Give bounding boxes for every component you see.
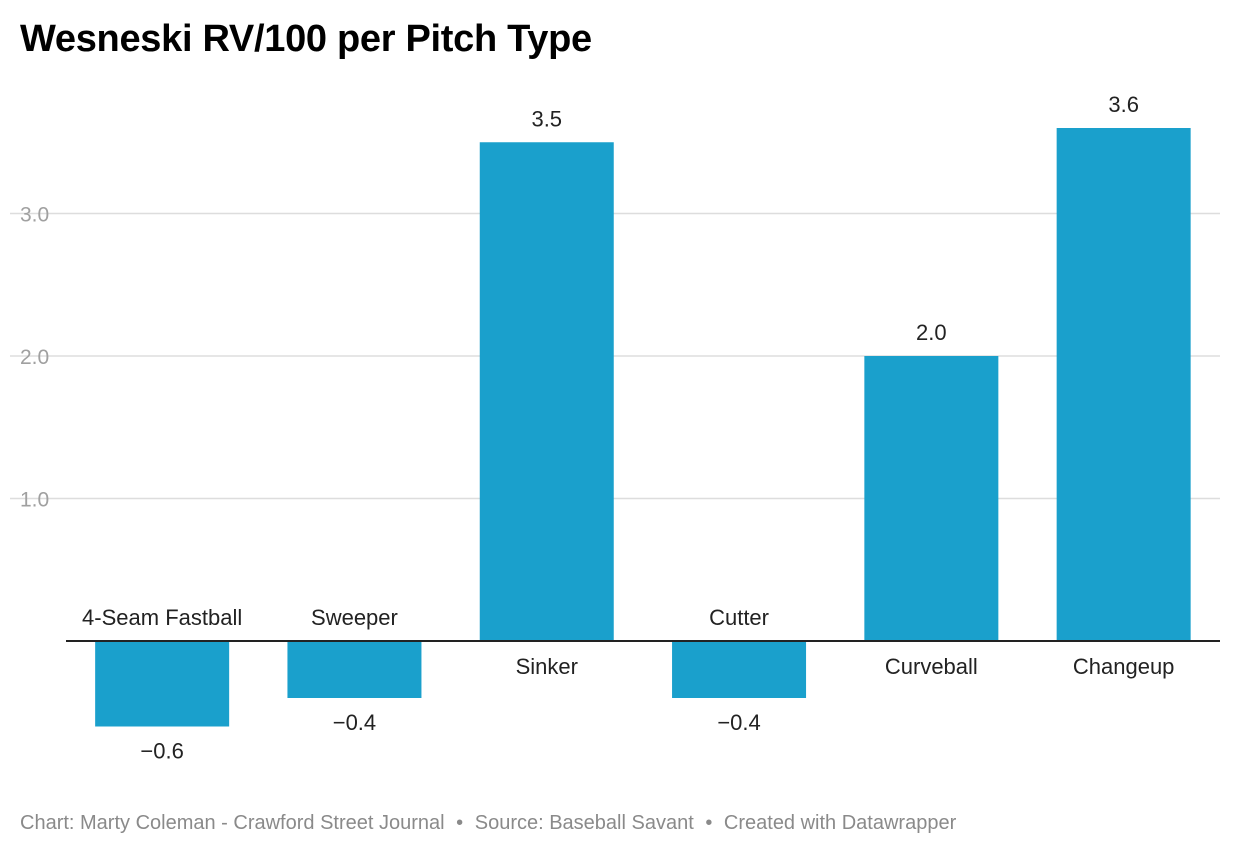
- value-label: −0.6: [140, 739, 183, 764]
- bars: [95, 128, 1191, 727]
- category-label: Cutter: [709, 605, 769, 630]
- value-label: 3.6: [1108, 92, 1139, 117]
- value-label: −0.4: [717, 710, 760, 735]
- footer-separator: •: [456, 812, 464, 834]
- category-label: Sinker: [516, 654, 578, 679]
- bar: [864, 356, 999, 641]
- bar: [95, 641, 230, 727]
- category-label: Curveball: [885, 654, 978, 679]
- y-tick-label: 2.0: [20, 346, 49, 369]
- source-credit: Source: Baseball Savant: [474, 812, 694, 834]
- category-label: Changeup: [1073, 654, 1175, 679]
- bar: [672, 641, 807, 698]
- category-label: 4-Seam Fastball: [82, 605, 242, 630]
- category-label: Sweeper: [311, 605, 398, 630]
- value-label: 2.0: [916, 320, 947, 345]
- y-tick-label: 3.0: [20, 204, 49, 227]
- labels: −0.6 4-Seam Fastball −0.4 Sweeper 3.5 Sinker −…: [66, 92, 1220, 764]
- value-label: 3.5: [531, 106, 562, 131]
- bar: [479, 142, 614, 641]
- created-with-credit: Created with Datawrapper: [723, 812, 957, 834]
- y-tick-label: 1.0: [20, 489, 49, 512]
- chart-credit: Chart: Marty Coleman - Crawford Street J…: [20, 812, 445, 834]
- chart-title: Wesneski RV/100 per Pitch Type: [20, 18, 592, 60]
- bar: [1056, 128, 1191, 641]
- bar-chart: 1.0 2.0 3.0 −0.6 4-Seam Fastball −0.4 Sweeper…: [10, 92, 1220, 764]
- gridlines: 1.0 2.0 3.0: [10, 204, 1220, 512]
- chart-footer: Chart: Marty Coleman - Crawford Street J…: [20, 812, 956, 835]
- footer-separator: •: [705, 812, 713, 834]
- bar: [287, 641, 422, 698]
- value-label: −0.4: [333, 710, 376, 735]
